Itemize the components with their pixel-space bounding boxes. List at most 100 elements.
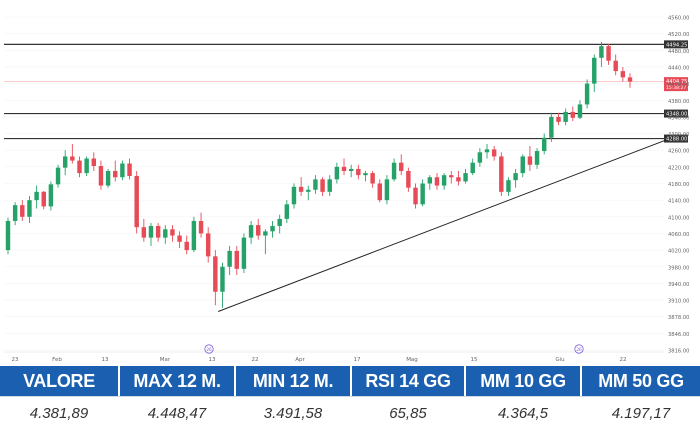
y-tick-label: 4220.00 xyxy=(668,165,689,171)
candle xyxy=(441,173,447,190)
price-axis: 3816.00 3846.00 3878.00 3910.00 3940.00 3980.… xyxy=(668,16,689,355)
candle-body xyxy=(348,168,354,172)
candle-body xyxy=(227,250,232,267)
candle xyxy=(234,245,239,276)
candle-body xyxy=(384,179,390,201)
candle-body xyxy=(20,205,25,217)
candle-body xyxy=(234,250,239,269)
y-tick-label: 4520.00 xyxy=(668,32,689,38)
candle-body xyxy=(470,162,475,174)
level-label: 4288.00 xyxy=(666,137,687,143)
candle xyxy=(449,171,454,184)
candle xyxy=(170,225,175,242)
candle-body xyxy=(606,46,611,61)
candle-body xyxy=(441,175,447,186)
candle-body xyxy=(120,163,125,178)
candle xyxy=(356,164,361,180)
candle xyxy=(155,223,161,242)
y-tick-label: 4020.00 xyxy=(668,249,689,255)
candle-body xyxy=(27,200,32,217)
support-trendline xyxy=(218,139,667,312)
x-tick-label: Apr xyxy=(295,357,305,363)
candle xyxy=(341,158,347,176)
x-tick-label: Mag xyxy=(406,357,418,363)
candle-body xyxy=(177,235,182,242)
candle xyxy=(370,171,375,188)
candle-body xyxy=(220,266,225,292)
candle-body xyxy=(534,151,540,165)
candle-body xyxy=(327,179,332,192)
candle xyxy=(41,190,46,210)
candle xyxy=(270,220,275,238)
candle xyxy=(434,173,440,190)
candle-body xyxy=(513,173,518,181)
candle xyxy=(477,148,483,167)
header-mm-50gg: MM 50 GG xyxy=(582,366,700,396)
candle xyxy=(384,175,390,205)
candle-body xyxy=(98,166,104,186)
candle-body xyxy=(184,241,189,251)
candle xyxy=(48,181,54,211)
candle xyxy=(499,152,504,196)
candle xyxy=(12,202,18,226)
candle xyxy=(563,108,568,126)
chart-grid xyxy=(4,16,664,351)
candle xyxy=(227,245,232,276)
time-axis: 23 Feb 13 Mar 13 22 Apr 17 Mag 15 Giu 22 26 26 xyxy=(4,344,664,363)
candle-body xyxy=(620,71,626,78)
y-tick-label: 3846.00 xyxy=(668,332,689,338)
candle-body xyxy=(356,168,361,176)
header-min-12m: MIN 12 M. xyxy=(236,366,350,396)
candle-body xyxy=(491,149,497,157)
candle-body xyxy=(320,179,325,192)
candle-body xyxy=(134,176,139,228)
candle-body xyxy=(248,225,254,238)
candle-body xyxy=(105,171,111,186)
candle xyxy=(205,227,211,263)
candle xyxy=(613,54,618,76)
header-mm-10gg: MM 10 GG xyxy=(466,366,580,396)
candle xyxy=(127,158,132,180)
candle xyxy=(105,168,111,188)
candle-body xyxy=(520,156,525,174)
candle-body xyxy=(484,149,490,153)
candle xyxy=(484,143,490,159)
y-tick-label: 4440.00 xyxy=(668,65,689,71)
candle-body xyxy=(213,256,218,292)
candle xyxy=(113,160,118,182)
candle xyxy=(84,156,89,177)
candle-body xyxy=(599,46,604,58)
candle xyxy=(420,179,425,207)
candle-body xyxy=(577,104,583,118)
candle xyxy=(148,223,154,246)
value-mm-50gg: 4.197,17 xyxy=(611,404,671,422)
candle-body xyxy=(91,158,97,167)
candle-body xyxy=(241,237,247,269)
x-tick-label: 22 xyxy=(620,357,627,363)
last-price-tag xyxy=(664,77,688,92)
candle-body xyxy=(191,220,197,251)
candle-body xyxy=(406,171,411,188)
y-tick-label: 4300.00 xyxy=(668,132,689,138)
last-price-label: 4404.75 xyxy=(666,79,687,85)
candle-body xyxy=(84,158,89,174)
candle xyxy=(520,154,525,178)
candle-body xyxy=(127,163,132,177)
candle-body xyxy=(434,177,440,186)
candle xyxy=(377,179,382,203)
y-tick-label: 3940.00 xyxy=(668,282,689,288)
candle xyxy=(27,195,32,224)
candle xyxy=(34,185,39,209)
values-row xyxy=(0,396,700,397)
candle xyxy=(470,158,475,176)
candle-body xyxy=(313,179,318,190)
candle xyxy=(399,154,404,176)
candle xyxy=(491,146,497,161)
candle-body xyxy=(277,218,282,226)
candle-body xyxy=(499,156,504,192)
y-tick-label: 4340.00 xyxy=(668,115,689,121)
candle xyxy=(98,160,104,190)
candle-body xyxy=(527,156,533,165)
level-tag xyxy=(664,109,688,118)
